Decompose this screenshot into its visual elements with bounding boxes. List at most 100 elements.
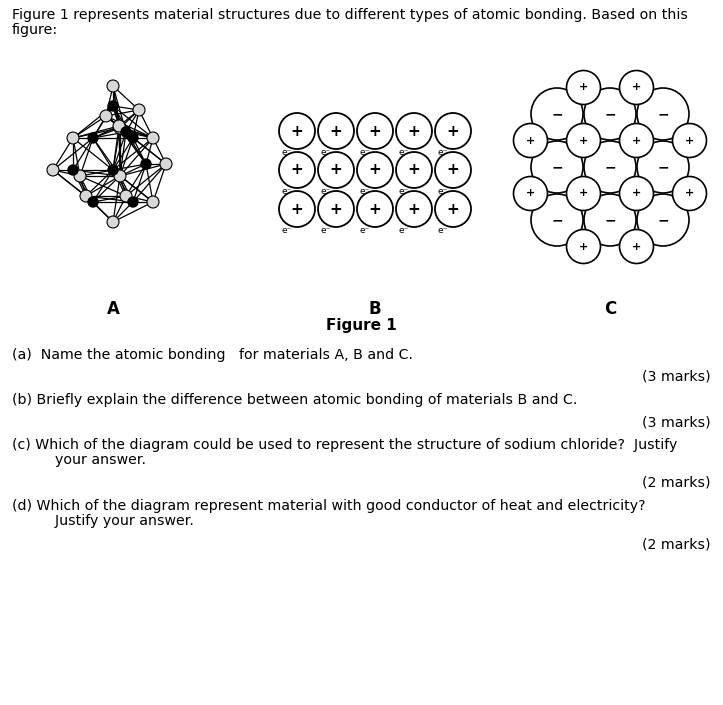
- Text: +: +: [632, 242, 641, 252]
- Text: −: −: [657, 160, 669, 174]
- Text: e⁻: e⁻: [282, 187, 292, 196]
- Text: +: +: [579, 242, 588, 252]
- Text: +: +: [330, 162, 343, 178]
- Text: (b) Briefly explain the difference between atomic bonding of materials B and C.: (b) Briefly explain the difference betwe…: [12, 393, 578, 407]
- Circle shape: [121, 127, 131, 137]
- Circle shape: [435, 113, 471, 149]
- Text: C: C: [604, 300, 616, 318]
- Circle shape: [584, 194, 636, 246]
- Circle shape: [108, 101, 118, 111]
- Circle shape: [637, 141, 689, 193]
- Text: e⁻: e⁻: [438, 226, 448, 235]
- Circle shape: [74, 170, 86, 182]
- Circle shape: [318, 113, 354, 149]
- Text: e⁻: e⁻: [321, 148, 331, 157]
- Text: e⁻: e⁻: [360, 148, 370, 157]
- Text: e⁻: e⁻: [399, 187, 409, 196]
- Circle shape: [396, 152, 432, 188]
- Circle shape: [141, 159, 151, 169]
- Circle shape: [279, 113, 315, 149]
- Circle shape: [620, 70, 654, 104]
- Text: (2 marks): (2 marks): [643, 476, 711, 490]
- Text: +: +: [685, 135, 694, 145]
- Text: Figure 1: Figure 1: [325, 318, 396, 333]
- Text: (a)  Name the atomic bonding   for materials A, B and C.: (a) Name the atomic bonding for material…: [12, 348, 413, 362]
- Text: −: −: [551, 107, 562, 121]
- Text: +: +: [579, 82, 588, 92]
- Text: +: +: [330, 202, 343, 216]
- Circle shape: [435, 152, 471, 188]
- Circle shape: [357, 113, 393, 149]
- Circle shape: [672, 123, 706, 157]
- Text: e⁻: e⁻: [360, 187, 370, 196]
- Text: e⁻: e⁻: [438, 187, 448, 196]
- Text: −: −: [657, 213, 669, 227]
- Circle shape: [435, 191, 471, 227]
- Circle shape: [120, 190, 132, 202]
- Text: e⁻: e⁻: [399, 226, 409, 235]
- Circle shape: [584, 88, 636, 140]
- Circle shape: [68, 165, 78, 175]
- Text: A: A: [106, 300, 119, 318]
- Text: −: −: [551, 160, 562, 174]
- Circle shape: [357, 152, 393, 188]
- Text: e⁻: e⁻: [438, 148, 448, 157]
- Text: +: +: [632, 188, 641, 199]
- Circle shape: [88, 133, 98, 143]
- Text: +: +: [408, 202, 420, 216]
- Circle shape: [584, 141, 636, 193]
- Circle shape: [620, 230, 654, 264]
- Text: +: +: [632, 135, 641, 145]
- Circle shape: [160, 158, 172, 170]
- Circle shape: [637, 194, 689, 246]
- Circle shape: [637, 88, 689, 140]
- Text: figure:: figure:: [12, 23, 58, 37]
- Text: (c) Which of the diagram could be used to represent the structure of sodium chlo: (c) Which of the diagram could be used t…: [12, 438, 677, 452]
- Circle shape: [128, 133, 138, 143]
- Circle shape: [279, 191, 315, 227]
- Circle shape: [396, 113, 432, 149]
- Text: (3 marks): (3 marks): [642, 415, 711, 429]
- Text: +: +: [330, 123, 343, 138]
- Circle shape: [114, 170, 126, 182]
- Circle shape: [318, 191, 354, 227]
- Circle shape: [147, 196, 159, 208]
- Circle shape: [513, 123, 547, 157]
- Circle shape: [114, 122, 126, 134]
- Text: −: −: [657, 107, 669, 121]
- Text: +: +: [447, 123, 459, 138]
- Text: +: +: [579, 188, 588, 199]
- Text: +: +: [632, 82, 641, 92]
- Text: e⁻: e⁻: [282, 148, 292, 157]
- Circle shape: [357, 191, 393, 227]
- Circle shape: [108, 165, 118, 175]
- Circle shape: [513, 176, 547, 211]
- Circle shape: [100, 110, 112, 122]
- Circle shape: [88, 197, 98, 207]
- Text: +: +: [447, 162, 459, 178]
- Text: +: +: [291, 202, 304, 216]
- Circle shape: [672, 176, 706, 211]
- Circle shape: [107, 80, 119, 92]
- Text: (3 marks): (3 marks): [642, 370, 711, 384]
- Circle shape: [47, 164, 59, 176]
- Text: +: +: [447, 202, 459, 216]
- Circle shape: [279, 152, 315, 188]
- Circle shape: [620, 123, 654, 157]
- Circle shape: [107, 216, 119, 228]
- Text: +: +: [579, 135, 588, 145]
- Circle shape: [80, 190, 92, 202]
- Text: e⁻: e⁻: [399, 148, 409, 157]
- Circle shape: [531, 141, 583, 193]
- Circle shape: [113, 120, 125, 132]
- Circle shape: [567, 230, 601, 264]
- Circle shape: [318, 152, 354, 188]
- Text: your answer.: your answer.: [28, 453, 146, 467]
- Circle shape: [567, 176, 601, 211]
- Text: −: −: [604, 160, 616, 174]
- Text: +: +: [369, 123, 381, 138]
- Circle shape: [620, 176, 654, 211]
- Circle shape: [567, 70, 601, 104]
- Circle shape: [133, 104, 145, 116]
- Text: +: +: [291, 162, 304, 178]
